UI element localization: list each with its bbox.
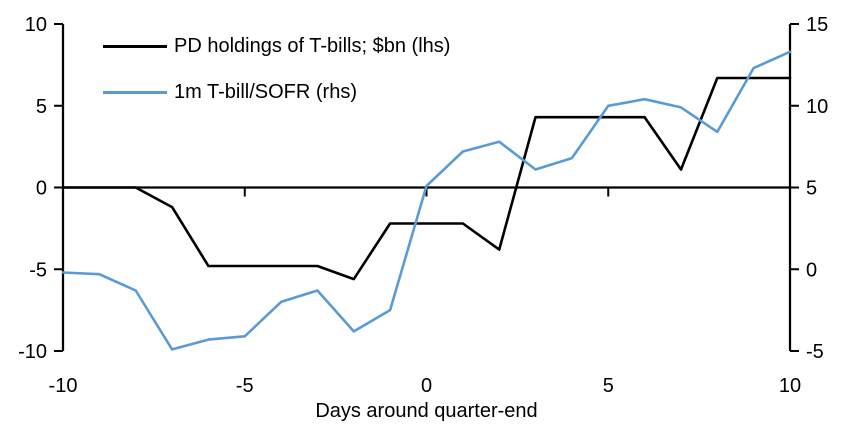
legend-entry-tbill-sofr: 1m T-bill/SOFR (rhs): [103, 79, 450, 106]
legend-line-swatch-black: [103, 45, 167, 48]
right-axis-tick-label: -5: [806, 341, 824, 363]
legend-entry-pd-holdings: PD holdings of T-bills; $bn (lhs): [103, 33, 450, 60]
series-line-pd-holdings: [61, 76, 792, 281]
x-axis-tick-label: 0: [421, 375, 432, 397]
legend-line-swatch-blue: [103, 91, 167, 94]
x-axis-tick-label: -10: [49, 375, 78, 397]
x-axis-title: Days around quarter-end: [315, 400, 537, 422]
x-axis-tick-label: -5: [236, 375, 254, 397]
left-axis-tick-label: 5: [36, 96, 47, 118]
series-line-tbill-sofr: [61, 50, 792, 351]
x-axis-tick-label: 5: [603, 375, 614, 397]
legend: PD holdings of T-bills; $bn (lhs) 1m T-b…: [103, 33, 450, 106]
legend-label-tbill-sofr: 1m T-bill/SOFR (rhs): [174, 81, 357, 103]
right-axis-tick-label: 0: [806, 259, 817, 281]
left-axis-tick-label: 0: [36, 178, 47, 200]
right-axis-tick-label: 15: [806, 14, 828, 36]
legend-label-pd-holdings: PD holdings of T-bills; $bn (lhs): [174, 35, 451, 57]
right-axis-tick-label: 5: [806, 178, 817, 200]
left-axis-tick-label: 10: [25, 14, 47, 36]
x-axis-tick-label: 10: [779, 375, 801, 397]
left-axis-tick-label: -5: [29, 259, 47, 281]
right-axis-tick-label: 10: [806, 96, 828, 118]
left-axis-tick-label: -10: [18, 341, 47, 363]
